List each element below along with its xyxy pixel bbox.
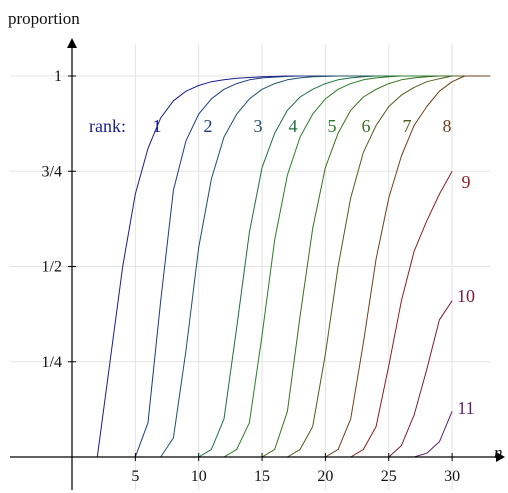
x-tick-label: 20 [317,468,333,485]
x-tick-label: 25 [381,468,397,485]
y-tick-label: 1/4 [42,354,62,371]
series-label-rank-10: 10 [457,286,475,306]
series-label-rank-5: 5 [328,116,337,136]
grid [10,44,490,490]
x-tick-label: 15 [254,468,270,485]
series-label-rank-2: 2 [204,116,213,136]
y-axis-arrow [67,38,77,48]
series-line-rank-7 [287,75,491,458]
series-label-rank-4: 4 [289,116,298,136]
series-lines [96,75,491,458]
x-tick-label: 5 [131,468,139,485]
y-tick-label: 1/2 [42,259,62,276]
axes [10,38,505,490]
ticks: 5 10 15 20 25 301/41/23/41 [42,68,461,485]
series-label-rank-9: 9 [462,172,471,192]
series-line-rank-9 [350,171,453,458]
x-tick-label: 30 [444,468,460,485]
series-label-rank-7: 7 [403,116,412,136]
series-line-rank-10 [388,300,453,458]
series-label-rank-3: 3 [254,116,263,136]
series-label-rank-11: 11 [457,398,474,418]
series-label-rank-8: 8 [443,116,452,136]
series-line-rank-8 [325,75,491,458]
legend-prefix: rank: [89,116,126,136]
y-axis-title: proportion [8,9,80,28]
series-label-rank-1: 1 [153,116,162,136]
y-tick-label: 3/4 [42,163,62,180]
series-label-rank-6: 6 [362,116,371,136]
series-line-rank-11 [413,411,453,458]
y-tick-label: 1 [54,68,62,85]
x-tick-label: 10 [191,468,207,485]
series-labels: 1 2 3 4 5 6 7 8 9 10 11 [153,116,476,418]
x-axis-title: n [494,443,503,462]
x-axis-arrow [496,452,505,462]
